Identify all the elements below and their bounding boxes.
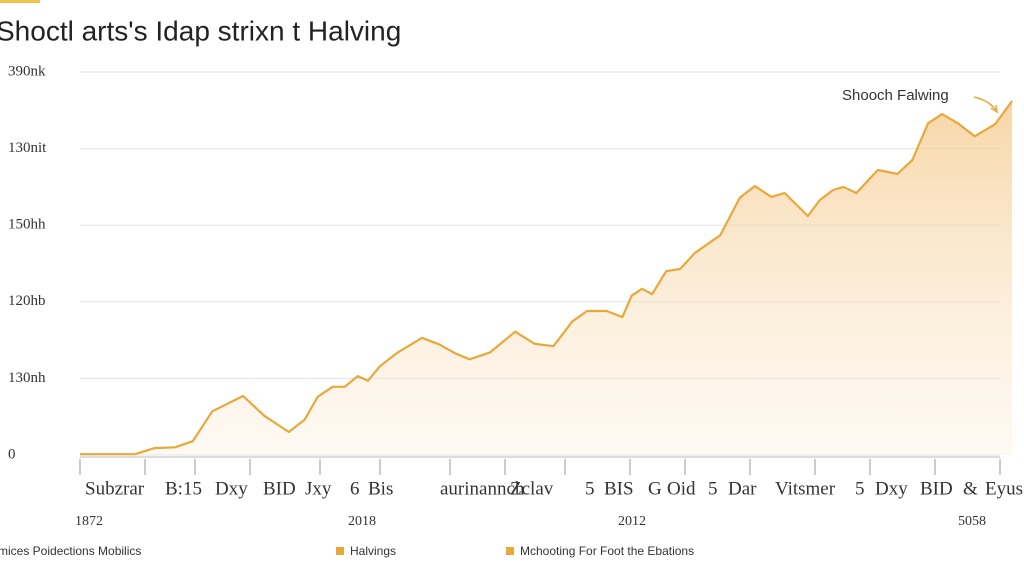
- area-fill: [80, 101, 1012, 455]
- x-tick-label: 5: [855, 478, 865, 499]
- legend-label: Mchooting For Foot the Ebations: [520, 544, 694, 558]
- top-accent: [0, 0, 40, 3]
- legend-swatch: [506, 547, 514, 555]
- x-tick-label: Dxy: [215, 478, 248, 499]
- x-tick-label: Eyus: [985, 478, 1023, 499]
- x-tick-label: Oid: [667, 478, 696, 499]
- x-tick-label: &: [963, 478, 978, 499]
- x-tick-label: Subzrar: [85, 478, 145, 499]
- legend-label: mices Poidections Mobilics: [0, 544, 141, 558]
- x-tick-label: 5: [708, 478, 718, 499]
- x-tick-label: 6: [350, 478, 360, 499]
- y-tick-label: 150hh: [8, 217, 46, 233]
- chart-title: Shoctl arts's Idap strixn t Halving: [0, 15, 401, 46]
- annotation: Shooch Falwing: [842, 87, 949, 104]
- x-tick-label: Jxy: [305, 478, 332, 499]
- x-tick-label: Dxy: [875, 478, 908, 499]
- x-sublabel: 2018: [348, 514, 376, 529]
- x-tick-label: BIS: [604, 478, 634, 499]
- x-tick-label: Vitsmer: [775, 478, 836, 499]
- legend-label: Halvings: [350, 544, 396, 558]
- x-tick-label: G: [648, 478, 662, 499]
- x-sublabel: 5058: [958, 514, 986, 529]
- x-sublabel: 1872: [75, 514, 103, 529]
- legend-swatch: [336, 547, 344, 555]
- y-tick-label: 0: [8, 446, 16, 462]
- x-sublabel: 2012: [618, 514, 646, 529]
- annotation-arrowhead: [990, 104, 998, 114]
- x-tick-label: 5: [585, 478, 595, 499]
- x-tick-label: Zclav: [510, 478, 554, 499]
- y-tick-label: 130nh: [8, 370, 46, 386]
- y-tick-label: 130nit: [8, 140, 47, 156]
- x-tick-label: B:15: [165, 478, 202, 499]
- y-tick-label: 390nk: [8, 63, 46, 79]
- x-tick-label: BID: [263, 478, 296, 499]
- x-tick-label: Dar: [728, 478, 757, 499]
- x-tick-label: BID: [920, 478, 953, 499]
- x-tick-label: aurinannch: [440, 478, 525, 499]
- annotation-arrow: [973, 96, 997, 111]
- x-tick-label: Bis: [368, 478, 393, 499]
- y-tick-label: 120hb: [8, 293, 46, 309]
- line: [80, 100, 1013, 456]
